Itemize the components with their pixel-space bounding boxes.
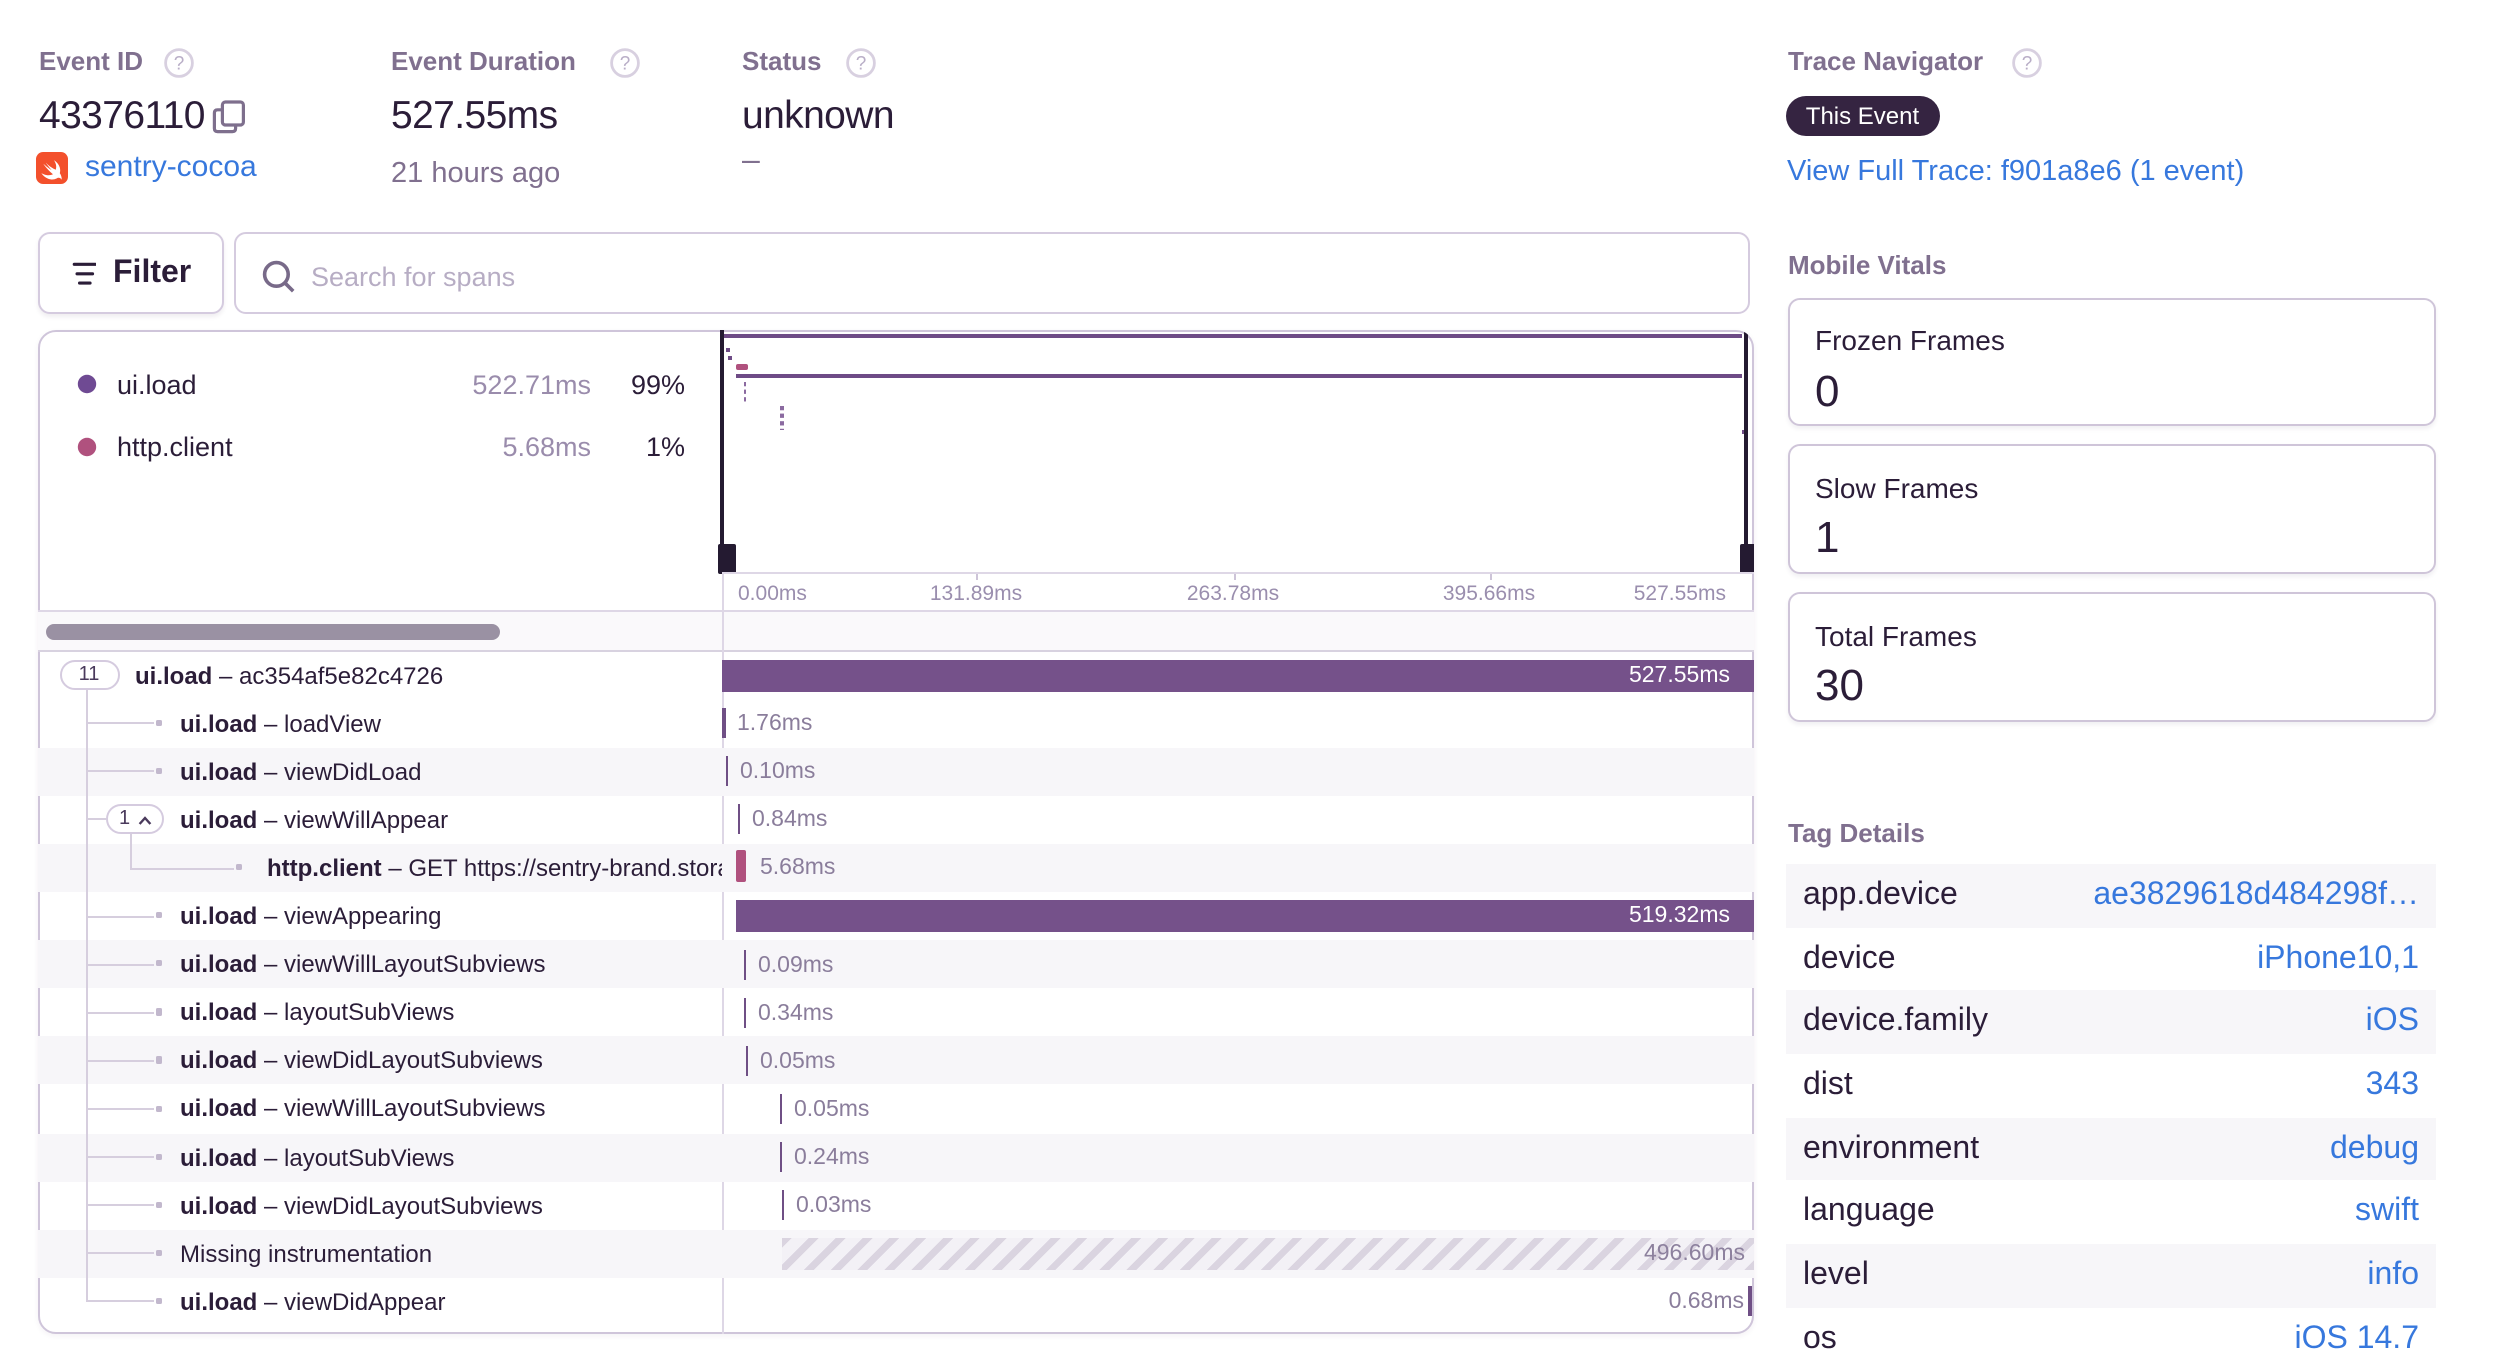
svg-text:?: ? (2022, 53, 2033, 74)
svg-text:?: ? (174, 53, 185, 74)
svg-text:?: ? (619, 53, 630, 74)
svg-text:?: ? (855, 53, 866, 74)
